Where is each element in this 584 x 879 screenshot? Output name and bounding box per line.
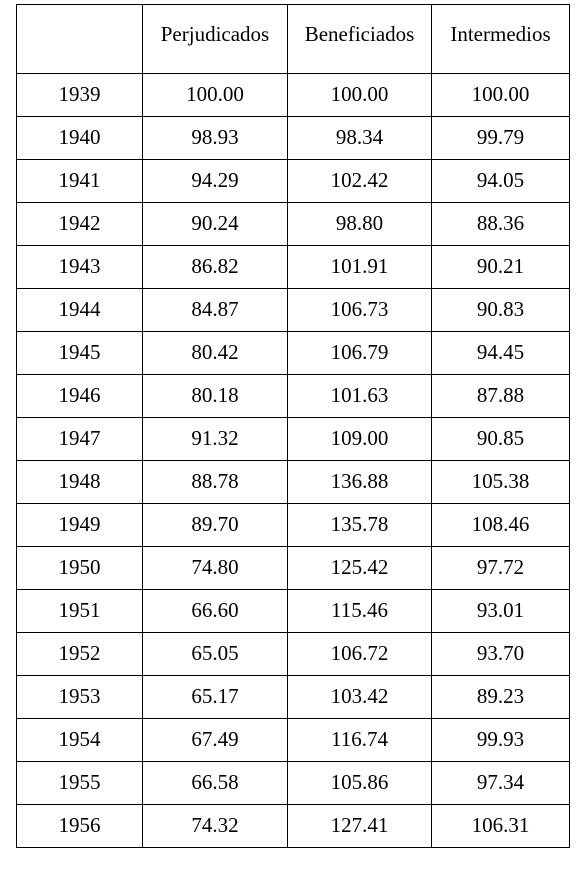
perjudicados-cell: 86.82 (142, 245, 288, 289)
table-row: 1942 90.24 98.80 88.36 (16, 202, 570, 246)
perjudicados-cell: 74.32 (142, 804, 288, 848)
table-row: 1946 80.18 101.63 87.88 (16, 374, 570, 418)
perjudicados-cell: 100.00 (142, 73, 288, 117)
beneficiados-cell: 106.79 (287, 331, 432, 375)
perjudicados-cell: 90.24 (142, 202, 288, 246)
beneficiados-cell: 101.63 (287, 374, 432, 418)
header-row: Perjudicados Beneficiados Intermedios (16, 4, 570, 74)
table-row: 1952 65.05 106.72 93.70 (16, 632, 570, 676)
year-cell: 1940 (16, 116, 143, 160)
table-row: 1944 84.87 106.73 90.83 (16, 288, 570, 332)
intermedios-cell: 90.21 (431, 245, 570, 289)
perjudicados-cell: 94.29 (142, 159, 288, 203)
year-cell: 1948 (16, 460, 143, 504)
year-cell: 1945 (16, 331, 143, 375)
intermedios-cell: 105.38 (431, 460, 570, 504)
intermedios-cell: 88.36 (431, 202, 570, 246)
perjudicados-cell: 66.60 (142, 589, 288, 633)
table-body: 1939 100.00 100.00 100.00 1940 98.93 98.34 99.7… (16, 73, 570, 848)
table-row: 1939 100.00 100.00 100.00 (16, 73, 570, 117)
beneficiados-cell: 105.86 (287, 761, 432, 805)
header-cell-perjudicados: Perjudicados (142, 4, 288, 74)
table-row: 1950 74.80 125.42 97.72 (16, 546, 570, 590)
table-row: 1940 98.93 98.34 99.79 (16, 116, 570, 160)
intermedios-cell: 93.01 (431, 589, 570, 633)
perjudicados-cell: 67.49 (142, 718, 288, 762)
year-cell: 1941 (16, 159, 143, 203)
perjudicados-cell: 80.18 (142, 374, 288, 418)
table-row: 1953 65.17 103.42 89.23 (16, 675, 570, 719)
table-row: 1945 80.42 106.79 94.45 (16, 331, 570, 375)
header-cell-beneficiados: Beneficiados (287, 4, 432, 74)
beneficiados-cell: 98.34 (287, 116, 432, 160)
year-cell: 1949 (16, 503, 143, 547)
intermedios-cell: 90.85 (431, 417, 570, 461)
beneficiados-cell: 103.42 (287, 675, 432, 719)
perjudicados-cell: 84.87 (142, 288, 288, 332)
intermedios-cell: 106.31 (431, 804, 570, 848)
year-cell: 1944 (16, 288, 143, 332)
beneficiados-cell: 100.00 (287, 73, 432, 117)
table-row: 1956 74.32 127.41 106.31 (16, 804, 570, 848)
beneficiados-cell: 106.73 (287, 288, 432, 332)
table-row: 1943 86.82 101.91 90.21 (16, 245, 570, 289)
year-cell: 1954 (16, 718, 143, 762)
year-cell: 1943 (16, 245, 143, 289)
intermedios-cell: 94.45 (431, 331, 570, 375)
intermedios-cell: 94.05 (431, 159, 570, 203)
intermedios-cell: 108.46 (431, 503, 570, 547)
beneficiados-cell: 136.88 (287, 460, 432, 504)
beneficiados-cell: 109.00 (287, 417, 432, 461)
year-cell: 1939 (16, 73, 143, 117)
table-row: 1954 67.49 116.74 99.93 (16, 718, 570, 762)
year-cell: 1950 (16, 546, 143, 590)
intermedios-cell: 100.00 (431, 73, 570, 117)
beneficiados-cell: 116.74 (287, 718, 432, 762)
table-header: Perjudicados Beneficiados Intermedios (16, 4, 570, 74)
beneficiados-cell: 98.80 (287, 202, 432, 246)
intermedios-cell: 97.34 (431, 761, 570, 805)
year-cell: 1942 (16, 202, 143, 246)
data-table: Perjudicados Beneficiados Intermedios 19… (16, 4, 570, 848)
table-row: 1955 66.58 105.86 97.34 (16, 761, 570, 805)
beneficiados-cell: 125.42 (287, 546, 432, 590)
intermedios-cell: 90.83 (431, 288, 570, 332)
intermedios-cell: 89.23 (431, 675, 570, 719)
intermedios-cell: 97.72 (431, 546, 570, 590)
intermedios-cell: 99.93 (431, 718, 570, 762)
beneficiados-cell: 127.41 (287, 804, 432, 848)
perjudicados-cell: 98.93 (142, 116, 288, 160)
intermedios-cell: 99.79 (431, 116, 570, 160)
beneficiados-cell: 101.91 (287, 245, 432, 289)
beneficiados-cell: 102.42 (287, 159, 432, 203)
year-cell: 1956 (16, 804, 143, 848)
header-cell-year (16, 4, 143, 74)
perjudicados-cell: 65.05 (142, 632, 288, 676)
perjudicados-cell: 66.58 (142, 761, 288, 805)
perjudicados-cell: 91.32 (142, 417, 288, 461)
perjudicados-cell: 74.80 (142, 546, 288, 590)
intermedios-cell: 87.88 (431, 374, 570, 418)
year-cell: 1946 (16, 374, 143, 418)
perjudicados-cell: 89.70 (142, 503, 288, 547)
table-row: 1949 89.70 135.78 108.46 (16, 503, 570, 547)
table-row: 1941 94.29 102.42 94.05 (16, 159, 570, 203)
beneficiados-cell: 106.72 (287, 632, 432, 676)
table-row: 1951 66.60 115.46 93.01 (16, 589, 570, 633)
beneficiados-cell: 115.46 (287, 589, 432, 633)
table-row: 1947 91.32 109.00 90.85 (16, 417, 570, 461)
table-row: 1948 88.78 136.88 105.38 (16, 460, 570, 504)
year-cell: 1953 (16, 675, 143, 719)
intermedios-cell: 93.70 (431, 632, 570, 676)
year-cell: 1952 (16, 632, 143, 676)
year-cell: 1955 (16, 761, 143, 805)
beneficiados-cell: 135.78 (287, 503, 432, 547)
year-cell: 1947 (16, 417, 143, 461)
perjudicados-cell: 88.78 (142, 460, 288, 504)
perjudicados-cell: 65.17 (142, 675, 288, 719)
year-cell: 1951 (16, 589, 143, 633)
header-cell-intermedios: Intermedios (431, 4, 570, 74)
perjudicados-cell: 80.42 (142, 331, 288, 375)
